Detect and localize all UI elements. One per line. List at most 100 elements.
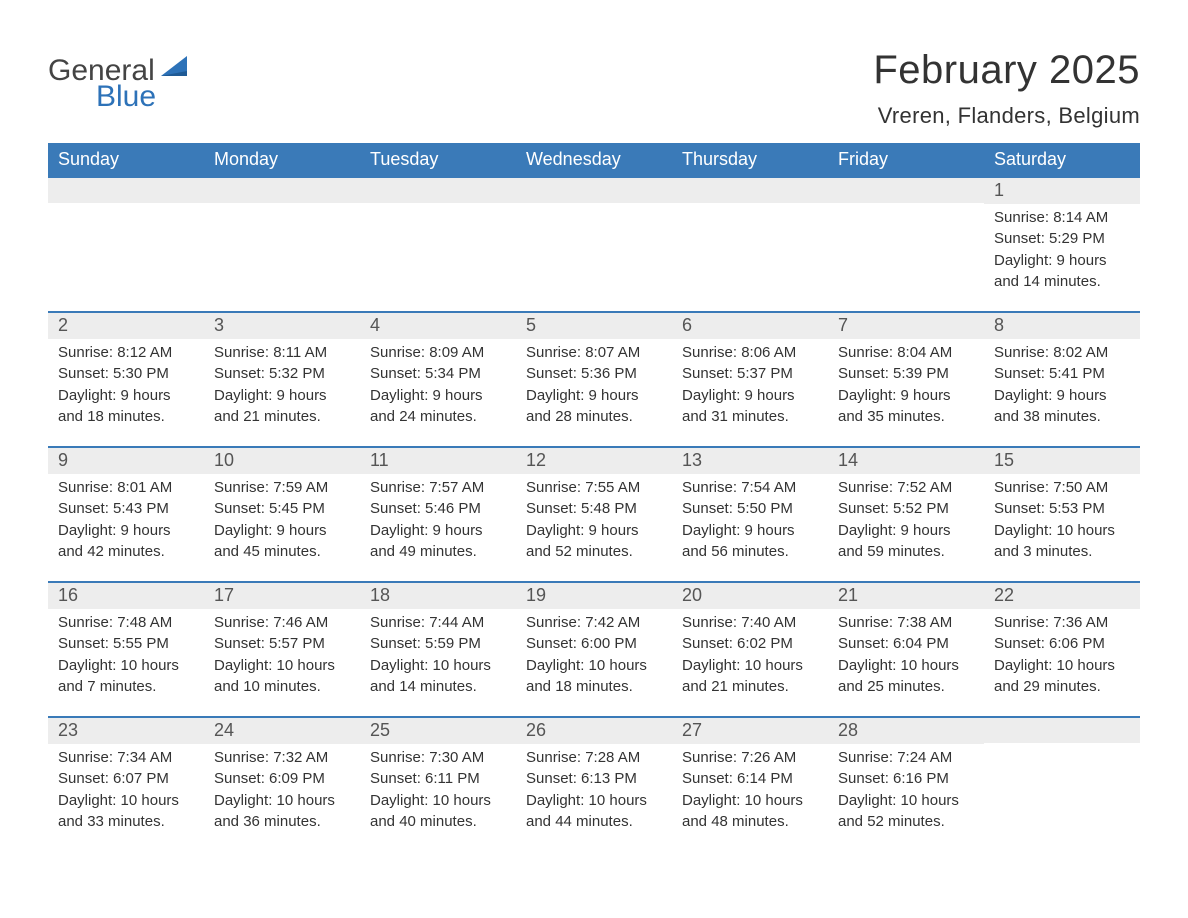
day-daylight2: and 44 minutes. — [526, 812, 662, 832]
day-daylight1: Daylight: 10 hours — [214, 791, 350, 811]
sail-icon — [161, 56, 189, 85]
day-sunrise: Sunrise: 8:02 AM — [994, 343, 1130, 363]
day-cell: 27 Sunrise: 7:26 AMSunset: 6:14 PMDayligh… — [672, 718, 828, 851]
day-cell: 3Sunrise: 8:11 AMSunset: 5:32 PMDaylight… — [204, 313, 360, 446]
day-daylight1: Daylight: 10 hours — [214, 656, 350, 676]
day-sunset: Sunset: 5:46 PM — [370, 499, 506, 519]
day-number: 21 — [828, 583, 984, 609]
week-row: 2 Sunrise: 8:12 AMSunset: 5:30 PMDaylight… — [48, 311, 1140, 446]
day-details: Sunrise: 7:24 AMSunset: 6:16 PMDaylight:… — [834, 748, 978, 832]
day-details: Sunrise: 7:28 AMSunset: 6:13 PMDaylight:… — [522, 748, 666, 832]
day-daylight2: and 29 minutes. — [994, 677, 1130, 697]
day-daylight2: and 33 minutes. — [58, 812, 194, 832]
day-daylight1: Daylight: 10 hours — [370, 791, 506, 811]
day-daylight1: Daylight: 10 hours — [994, 521, 1130, 541]
day-details: Sunrise: 8:07 AMSunset: 5:36 PMDaylight:… — [522, 343, 666, 427]
logo-text-blue: Blue — [96, 82, 189, 112]
day-daylight1: Daylight: 10 hours — [526, 791, 662, 811]
day-number: 2 — [48, 313, 204, 339]
day-daylight1: Daylight: 10 hours — [682, 656, 818, 676]
dow-wednesday: Wednesday — [516, 143, 672, 178]
day-sunrise: Sunrise: 7:54 AM — [682, 478, 818, 498]
weeks-container: 1Sunrise: 8:14 AMSunset: 5:29 PMDaylight… — [48, 178, 1140, 851]
logo-text-block: General Blue — [48, 56, 189, 112]
day-sunrise: Sunrise: 7:46 AM — [214, 613, 350, 633]
day-number: 3 — [204, 313, 360, 339]
dow-monday: Monday — [204, 143, 360, 178]
day-cell — [360, 178, 516, 311]
day-sunrise: Sunrise: 7:59 AM — [214, 478, 350, 498]
day-daylight2: and 21 minutes. — [682, 677, 818, 697]
day-number: 16 — [48, 583, 204, 609]
day-sunset: Sunset: 5:50 PM — [682, 499, 818, 519]
day-cell: 26Sunrise: 7:28 AMSunset: 6:13 PMDayligh… — [516, 718, 672, 851]
day-number — [360, 178, 516, 203]
day-daylight2: and 38 minutes. — [994, 407, 1130, 427]
day-cell: 24Sunrise: 7:32 AMSunset: 6:09 PMDayligh… — [204, 718, 360, 851]
day-cell — [48, 178, 204, 311]
day-daylight2: and 10 minutes. — [214, 677, 350, 697]
day-daylight1: Daylight: 9 hours — [838, 521, 974, 541]
day-daylight2: and 21 minutes. — [214, 407, 350, 427]
day-details: Sunrise: 7:46 AMSunset: 5:57 PMDaylight:… — [210, 613, 354, 697]
day-sunset: Sunset: 5:53 PM — [994, 499, 1130, 519]
day-daylight2: and 35 minutes. — [838, 407, 974, 427]
day-sunset: Sunset: 6:06 PM — [994, 634, 1130, 654]
day-details: Sunrise: 7:26 AMSunset: 6:14 PMDaylight:… — [678, 748, 822, 832]
day-sunset: Sunset: 5:37 PM — [682, 364, 818, 384]
day-daylight1: Daylight: 10 hours — [838, 791, 974, 811]
day-sunrise: Sunrise: 7:55 AM — [526, 478, 662, 498]
day-cell: 13Sunrise: 7:54 AMSunset: 5:50 PMDayligh… — [672, 448, 828, 581]
day-number: 13 — [672, 448, 828, 474]
day-number: 19 — [516, 583, 672, 609]
day-daylight2: and 18 minutes. — [526, 677, 662, 697]
day-cell: 10Sunrise: 7:59 AMSunset: 5:45 PMDayligh… — [204, 448, 360, 581]
day-daylight2: and 14 minutes. — [370, 677, 506, 697]
day-number: 15 — [984, 448, 1140, 474]
day-cell: 14Sunrise: 7:52 AMSunset: 5:52 PMDayligh… — [828, 448, 984, 581]
day-number: 12 — [516, 448, 672, 474]
day-sunrise: Sunrise: 7:57 AM — [370, 478, 506, 498]
day-number — [48, 178, 204, 203]
day-number: 5 — [516, 313, 672, 339]
day-number: 27 — [672, 718, 828, 744]
day-cell — [828, 178, 984, 311]
day-details: Sunrise: 8:09 AMSunset: 5:34 PMDaylight:… — [366, 343, 510, 427]
day-details: Sunrise: 7:32 AMSunset: 6:09 PMDaylight:… — [210, 748, 354, 832]
day-cell: 12 Sunrise: 7:55 AMSunset: 5:48 PMDayligh… — [516, 448, 672, 581]
day-daylight2: and 59 minutes. — [838, 542, 974, 562]
day-sunset: Sunset: 5:34 PM — [370, 364, 506, 384]
day-details: Sunrise: 7:44 AMSunset: 5:59 PMDaylight:… — [366, 613, 510, 697]
day-cell: 6Sunrise: 8:06 AMSunset: 5:37 PMDaylight… — [672, 313, 828, 446]
day-sunset: Sunset: 5:52 PM — [838, 499, 974, 519]
day-daylight2: and 31 minutes. — [682, 407, 818, 427]
day-number: 11 — [360, 448, 516, 474]
day-cell: 2 Sunrise: 8:12 AMSunset: 5:30 PMDaylight… — [48, 313, 204, 446]
day-sunset: Sunset: 6:13 PM — [526, 769, 662, 789]
day-number — [672, 178, 828, 203]
day-sunset: Sunset: 5:43 PM — [58, 499, 194, 519]
day-details: Sunrise: 8:12 AMSunset: 5:30 PMDaylight:… — [54, 343, 198, 427]
day-daylight2: and 48 minutes. — [682, 812, 818, 832]
day-sunset: Sunset: 6:04 PM — [838, 634, 974, 654]
day-sunrise: Sunrise: 7:28 AM — [526, 748, 662, 768]
day-cell: 23Sunrise: 7:34 AMSunset: 6:07 PMDayligh… — [48, 718, 204, 851]
day-sunset: Sunset: 6:09 PM — [214, 769, 350, 789]
week-row: 16Sunrise: 7:48 AMSunset: 5:55 PMDayligh… — [48, 581, 1140, 716]
month-title: February 2025 — [873, 48, 1140, 93]
day-sunrise: Sunrise: 8:01 AM — [58, 478, 194, 498]
day-sunset: Sunset: 6:07 PM — [58, 769, 194, 789]
day-number: 17 — [204, 583, 360, 609]
day-daylight1: Daylight: 9 hours — [58, 386, 194, 406]
day-sunset: Sunset: 5:39 PM — [838, 364, 974, 384]
day-daylight1: Daylight: 9 hours — [58, 521, 194, 541]
day-details: Sunrise: 7:55 AMSunset: 5:48 PMDaylight:… — [522, 478, 666, 562]
day-cell — [984, 718, 1140, 851]
day-daylight2: and 14 minutes. — [994, 272, 1130, 292]
day-number: 6 — [672, 313, 828, 339]
day-cell: 28Sunrise: 7:24 AMSunset: 6:16 PMDayligh… — [828, 718, 984, 851]
day-cell — [672, 178, 828, 311]
calendar: Sunday Monday Tuesday Wednesday Thursday… — [48, 143, 1140, 851]
day-sunset: Sunset: 5:29 PM — [994, 229, 1130, 249]
day-details: Sunrise: 7:59 AMSunset: 5:45 PMDaylight:… — [210, 478, 354, 562]
